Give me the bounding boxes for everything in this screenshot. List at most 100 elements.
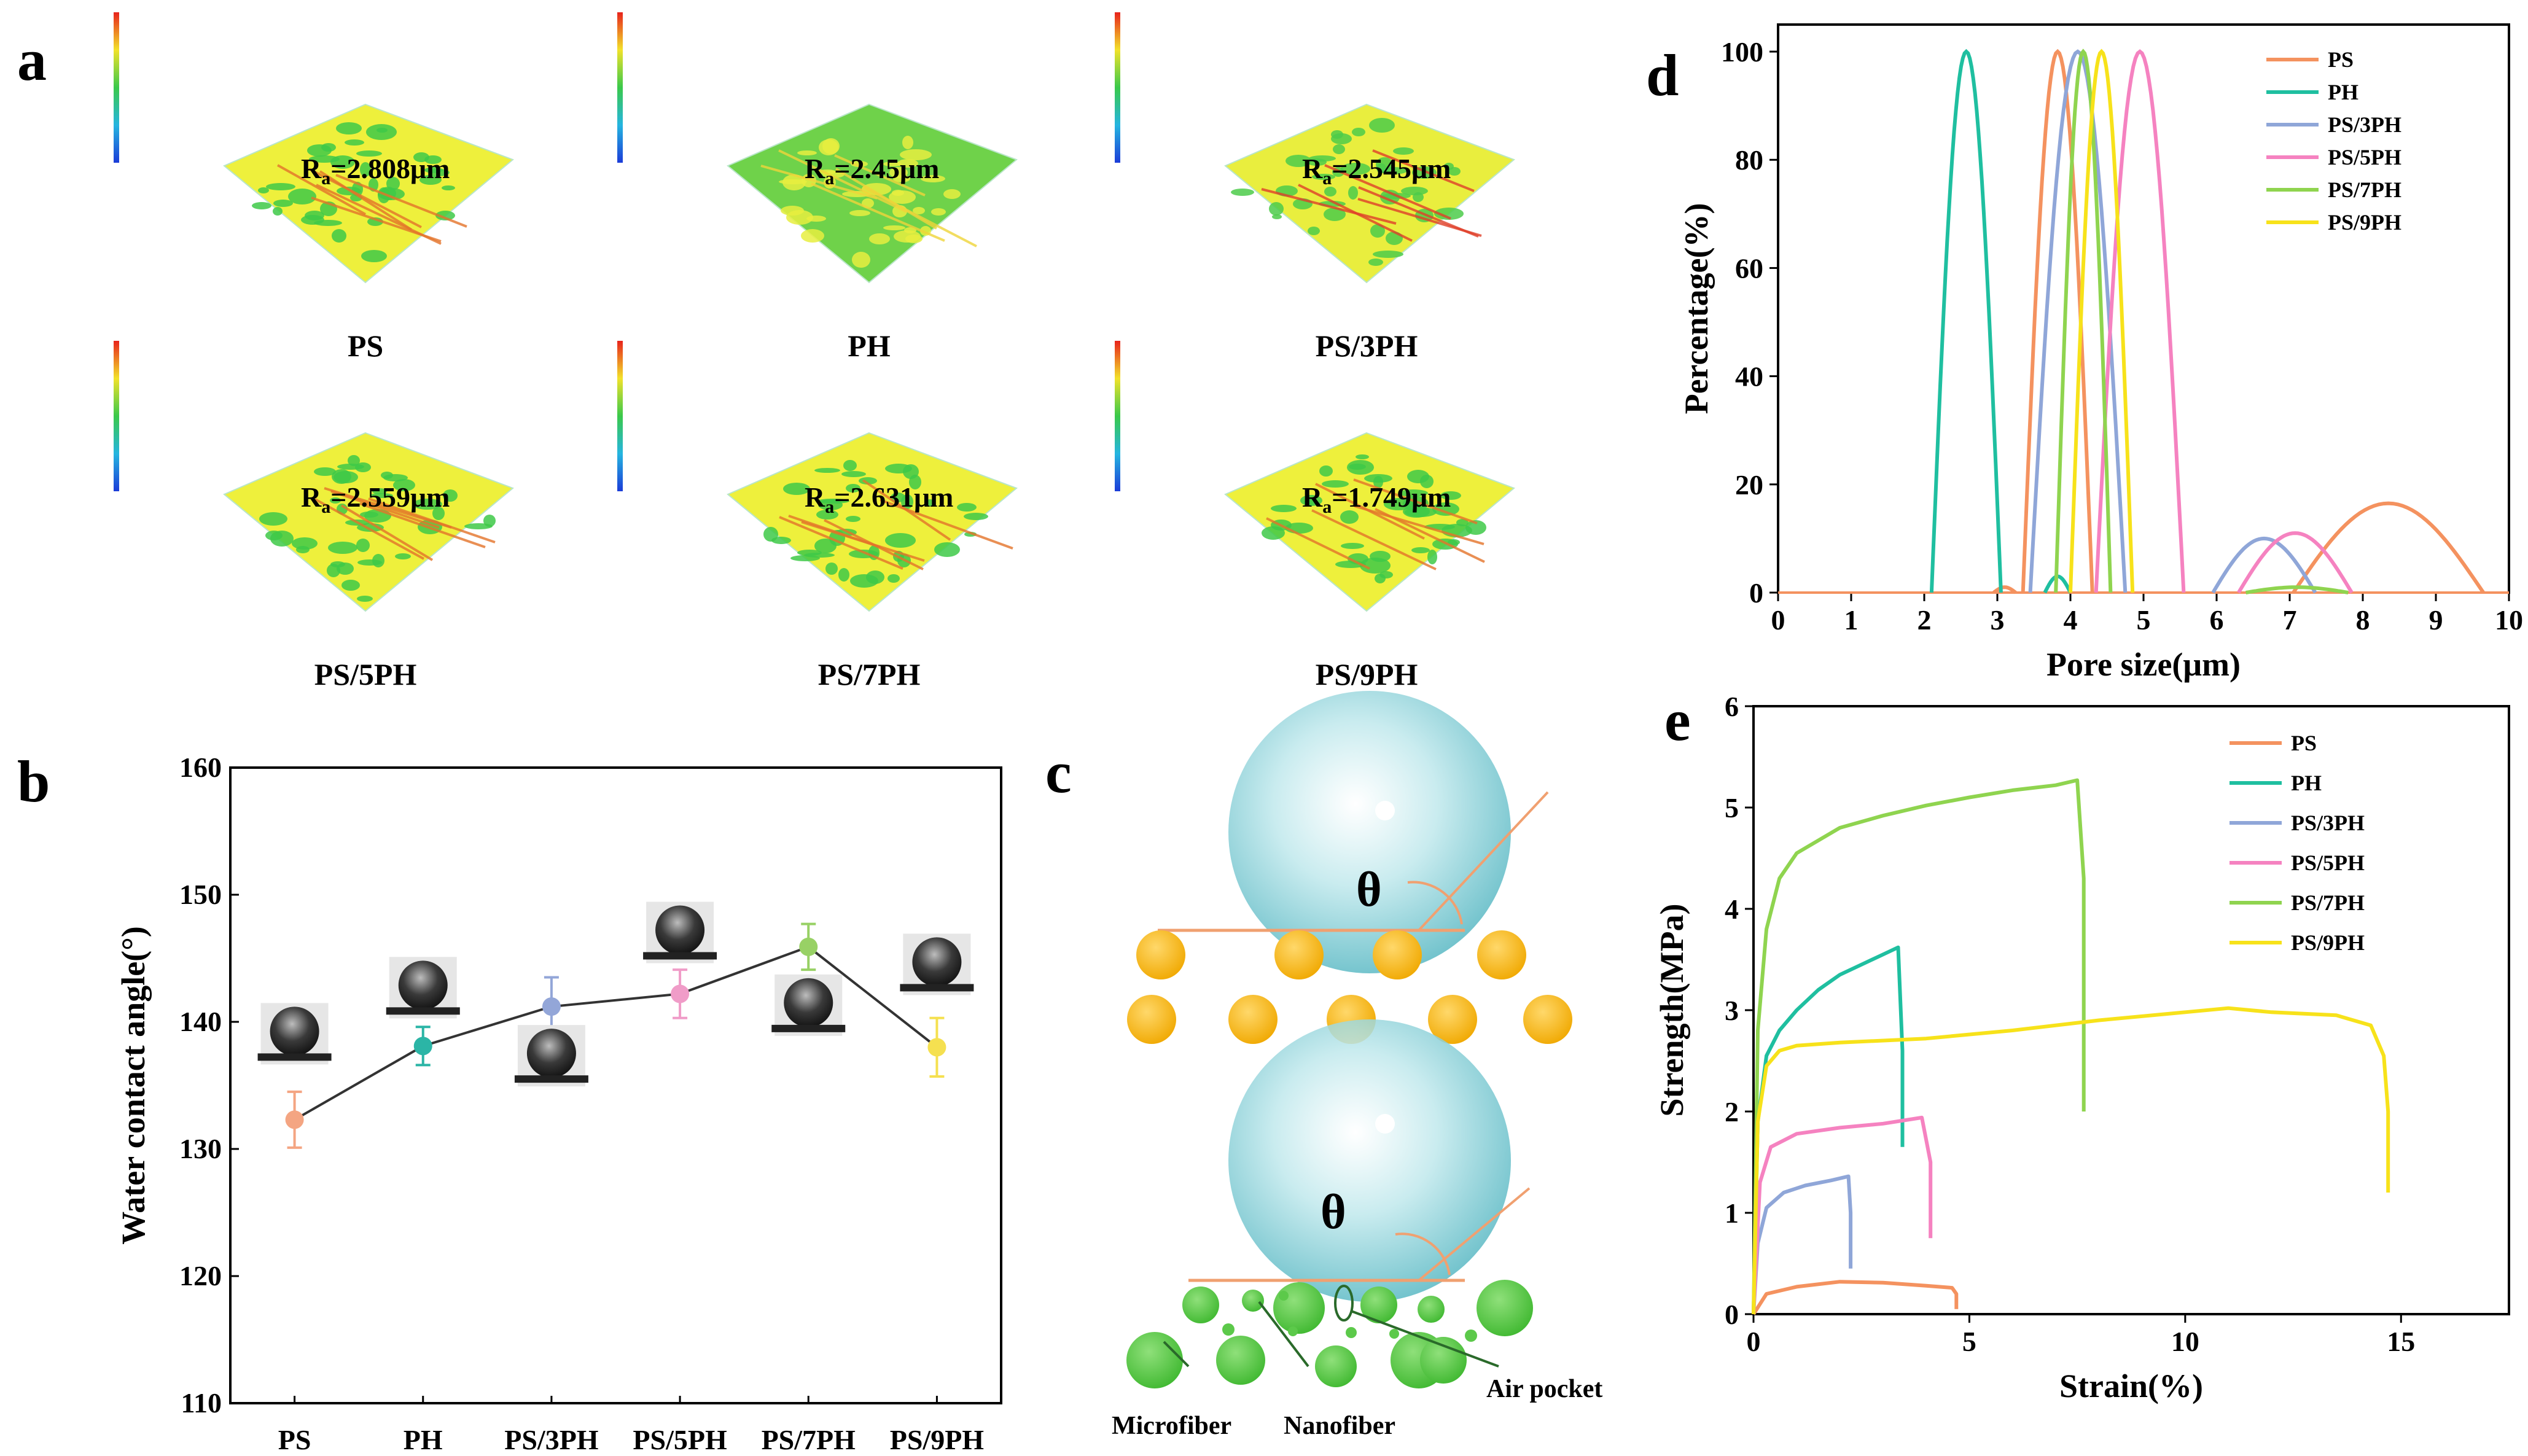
surface-spot (330, 155, 355, 169)
surface-streak (319, 170, 413, 231)
theta-top: θ (1356, 863, 1382, 917)
series-line-PS/5PH (1752, 1115, 1933, 1315)
ra-value: =2.808μm (330, 153, 450, 184)
legend-entry: PS (2291, 731, 2317, 755)
surface-spot (763, 527, 778, 542)
x-axis-title: Pore size(μm) (2046, 646, 2241, 683)
microfiber (1523, 995, 1572, 1044)
surface-spot (925, 499, 935, 507)
legend-entry: PS/7PH (2328, 177, 2401, 202)
surface-spot (332, 229, 346, 243)
ra-subscript: a (321, 497, 330, 517)
surface-spot (273, 200, 293, 207)
surface-spot (1322, 480, 1349, 488)
surface-spot (1386, 232, 1403, 245)
ra-value: =2.45μm (834, 153, 939, 184)
y-tick-label: 40 (1735, 361, 1763, 392)
data-point (285, 1110, 304, 1129)
legend-entry: PS/9PH (2291, 930, 2365, 955)
legend-entry: PS/3PH (2328, 112, 2401, 137)
surface-spot (888, 574, 900, 583)
surface-spot (1340, 510, 1359, 524)
droplet-substrate (386, 1007, 460, 1015)
colorbar (1115, 12, 1120, 163)
surface-spot (1376, 157, 1393, 172)
data-point (799, 937, 818, 956)
droplet-substrate (514, 1075, 588, 1083)
microfiber (1274, 930, 1324, 979)
ra-label: Ra=1.749μm (1302, 481, 1451, 517)
surface-spot (1448, 167, 1461, 176)
surface-map-6: Ra=1.749μm PS/9PH (1115, 341, 1515, 691)
series-line-PS/9PH (1752, 1006, 2390, 1315)
legend-entry: PH (2291, 771, 2322, 795)
surface-spot (337, 464, 364, 470)
data-point (413, 1037, 432, 1056)
droplet-bottom (1228, 1019, 1511, 1302)
surface-spot (266, 183, 295, 190)
surface-spot (883, 225, 905, 230)
contact-angle-chart: 110 120 130 140 150 160 PS PH PS/3PH PS/5PH PS/7PH… (115, 752, 1002, 1455)
surface-name: PS (348, 329, 383, 363)
ra-value: =1.749μm (1332, 481, 1451, 513)
surface-spot (841, 471, 866, 477)
droplet-sphere (526, 1029, 576, 1078)
surface-spot (825, 563, 838, 575)
legend-entry: PS/9PH (2328, 210, 2401, 235)
surface-spot (314, 220, 342, 226)
surface-spot (931, 208, 946, 216)
x-tick-label: 8 (2356, 604, 2370, 636)
surface-streak (1311, 509, 1437, 570)
y-axis-title: Strength(MPa) (1653, 904, 1690, 1117)
droplet-substrate (643, 952, 717, 960)
x-tick-label: PS/9PH (890, 1424, 985, 1455)
surface-spot (1309, 155, 1336, 162)
surface-streak (340, 504, 434, 561)
surface-streak (330, 490, 440, 529)
ra-label: Ra=2.631μm (805, 481, 953, 517)
surface-spot (1348, 186, 1358, 200)
surface-spot (1420, 475, 1434, 488)
data-point (671, 984, 690, 1003)
nanofiber-label: Nanofiber (1284, 1412, 1395, 1440)
fiber (1315, 1345, 1357, 1387)
x-tick-label: 4 (2064, 604, 2078, 636)
surface-spot (1319, 465, 1333, 477)
legend-entry: PS/3PH (2291, 811, 2365, 835)
series-line-PS/3PH (2211, 536, 2317, 594)
surface-streak (1358, 186, 1479, 238)
surface-spot (395, 553, 411, 559)
x-tick-label: PS/7PH (762, 1424, 856, 1455)
surface-streak (308, 168, 422, 228)
surface-spot (1434, 208, 1464, 220)
droplet-top (1228, 691, 1511, 973)
surface-streak (801, 521, 925, 562)
surface-spot (435, 211, 455, 220)
surface-spot (783, 483, 810, 495)
series-line-PS (1992, 585, 2017, 594)
surface-streak (835, 168, 938, 230)
surface-spot (900, 149, 932, 160)
y-axis-title: Percentage(%) (1678, 203, 1715, 415)
surface-spot (849, 210, 870, 216)
surface-spot (1373, 251, 1403, 258)
surface-spot (801, 229, 824, 243)
surface-spot (419, 175, 442, 185)
surface-streak (779, 516, 903, 570)
surface-spot (1271, 505, 1297, 512)
surface-map-4: Ra=2.559μm PS/5PH (114, 341, 514, 691)
x-tick-label: PH (404, 1424, 443, 1455)
surface-spot (902, 136, 913, 149)
surface-name: PH (848, 329, 891, 363)
y-tick-label: 160 (179, 752, 222, 783)
x-tick-label: PS/5PH (633, 1424, 727, 1455)
surface-spot (1427, 550, 1437, 564)
fiber (1418, 1296, 1445, 1323)
surface-spot (270, 531, 294, 547)
surface-spot (376, 128, 388, 133)
ra-label: Ra=2.559μm (301, 481, 450, 517)
surface-spot (1347, 460, 1374, 475)
y-tick-label: 4 (1725, 893, 1739, 925)
surface-spot (885, 533, 916, 548)
